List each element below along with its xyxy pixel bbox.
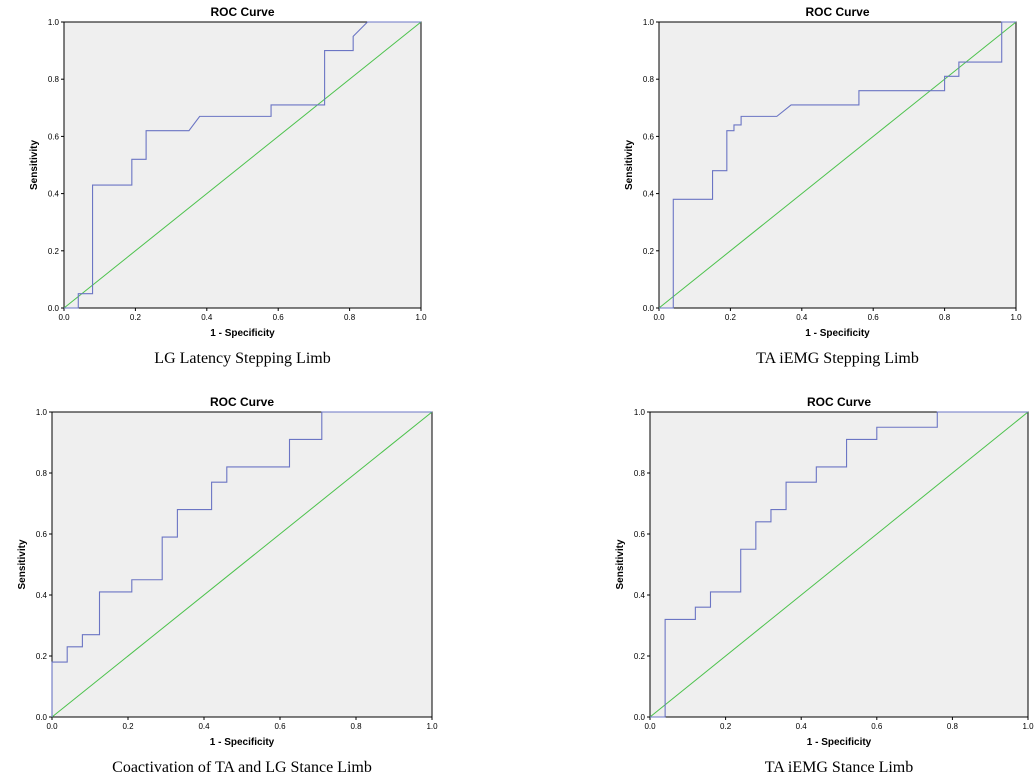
reference-line — [63, 21, 422, 309]
y-tick-label: 1.0 — [634, 408, 646, 417]
y-tick-label: 0.2 — [36, 652, 48, 661]
y-tick-label: 0.2 — [48, 247, 60, 256]
reference-line — [51, 411, 433, 718]
x-tick-label: 0.8 — [947, 722, 959, 731]
y-tick-label: 0.6 — [48, 132, 60, 141]
chart-title: ROC Curve — [210, 5, 274, 19]
y-tick-label: 0.8 — [36, 469, 48, 478]
panel-caption: Coactivation of TA and LG Stance Limb — [112, 759, 372, 776]
roc-panel-3: ROC Curve 0.0 0.2 0.4 0.6 0.8 1.0 0.0 0.2 0.4 0.6 0… — [17, 395, 438, 776]
x-tick-label: 0.0 — [58, 313, 70, 322]
x-tick-label: 0.0 — [644, 722, 656, 731]
x-tick-label: 0.2 — [122, 722, 134, 731]
panel-caption: LG Latency Stepping Limb — [154, 350, 330, 367]
y-tick-label: 0.0 — [36, 713, 48, 722]
y-tick-label: 0.0 — [48, 304, 60, 313]
y-tick-label: 1.0 — [36, 408, 48, 417]
panel-caption: TA iEMG Stance Limb — [765, 759, 913, 776]
chart-title: ROC Curve — [210, 395, 274, 409]
x-tick-label: 1.0 — [1010, 313, 1022, 322]
roc-curve-line — [64, 21, 421, 309]
y-axis-label: Sensitivity — [615, 539, 626, 589]
y-tick-label: 0.8 — [634, 469, 646, 478]
x-tick-label: 0.8 — [350, 722, 362, 731]
x-tick-label: 1.0 — [1022, 722, 1034, 731]
x-tick-label: 0.4 — [796, 722, 808, 731]
roc-curve-line — [650, 411, 1028, 718]
y-tick-label: 0.4 — [634, 591, 646, 600]
y-tick-label: 0.4 — [48, 190, 60, 199]
x-axis-label: 1 - Specificity — [210, 328, 275, 339]
x-axis-label: 1 - Specificity — [807, 737, 872, 748]
y-tick-label: 0.6 — [643, 132, 655, 141]
y-tick-label: 0.8 — [643, 75, 655, 84]
y-tick-label: 0.4 — [36, 591, 48, 600]
x-tick-label: 1.0 — [415, 313, 427, 322]
roc-panel-1: ROC Curve 0.0 0.2 0.4 0.6 0.8 1.0 0.0 0.2 0.4 0.6 0… — [29, 5, 427, 367]
x-axis-label: 1 - Specificity — [805, 328, 870, 339]
y-tick-label: 1.0 — [643, 18, 655, 27]
roc-curve-line — [51, 411, 432, 717]
y-tick-label: 0.4 — [643, 190, 655, 199]
y-tick-label: 0.2 — [634, 652, 646, 661]
reference-line — [649, 411, 1029, 718]
x-tick-label: 0.6 — [871, 722, 883, 731]
x-tick-label: 0.6 — [273, 313, 285, 322]
y-tick-label: 0.6 — [634, 530, 646, 539]
roc-curve-line — [659, 21, 1016, 309]
x-tick-label: 1.0 — [426, 722, 438, 731]
y-tick-label: 0.0 — [634, 713, 646, 722]
x-tick-label: 0.8 — [939, 313, 951, 322]
x-tick-label: 0.0 — [653, 313, 665, 322]
x-tick-label: 0.4 — [796, 313, 808, 322]
x-tick-label: 0.2 — [720, 722, 732, 731]
chart-title: ROC Curve — [805, 5, 869, 19]
y-tick-label: 0.8 — [48, 75, 60, 84]
y-tick-label: 1.0 — [48, 18, 60, 27]
x-tick-label: 0.2 — [725, 313, 737, 322]
y-tick-label: 0.0 — [643, 304, 655, 313]
roc-panel-4: ROC Curve 0.0 0.2 0.4 0.6 0.8 1.0 0.0 0.2 0.4 0.6 0… — [615, 395, 1034, 776]
panel-caption: TA iEMG Stepping Limb — [756, 350, 919, 367]
x-tick-label: 0.0 — [46, 722, 58, 731]
x-axis-label: 1 - Specificity — [210, 737, 275, 748]
y-tick-label: 0.2 — [643, 247, 655, 256]
y-axis-label: Sensitivity — [624, 140, 635, 190]
x-tick-label: 0.4 — [198, 722, 210, 731]
y-axis-label: Sensitivity — [29, 140, 40, 190]
x-tick-label: 0.2 — [130, 313, 142, 322]
x-tick-label: 0.8 — [344, 313, 356, 322]
roc-panel-2: ROC Curve 0.0 0.2 0.4 0.6 0.8 1.0 0.0 0.2 0.4 0.6 0… — [624, 5, 1022, 367]
y-axis-label: Sensitivity — [17, 539, 28, 589]
x-tick-label: 0.6 — [274, 722, 286, 731]
reference-line — [658, 21, 1017, 309]
y-tick-label: 0.6 — [36, 530, 48, 539]
x-tick-label: 0.6 — [868, 313, 880, 322]
x-tick-label: 0.4 — [201, 313, 213, 322]
chart-title: ROC Curve — [807, 395, 871, 409]
